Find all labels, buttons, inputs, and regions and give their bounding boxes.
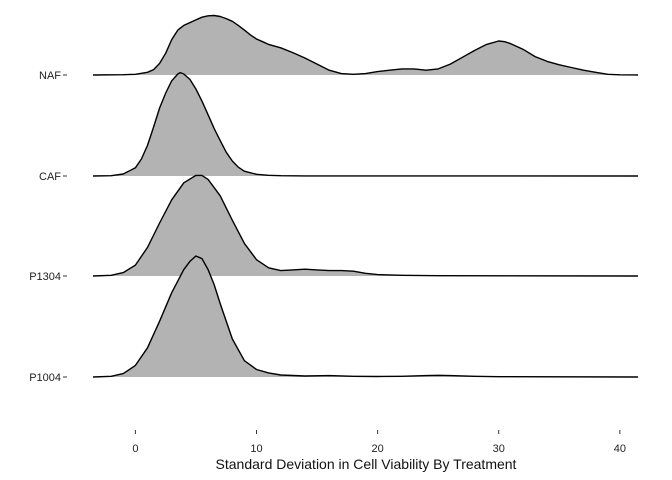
x-tick-label: 20 <box>371 443 383 455</box>
ridge-fill-caf <box>93 72 638 176</box>
ridge-line-p1004 <box>92 255 639 378</box>
ridge-line-naf <box>92 14 639 76</box>
x-axis: 0 10 20 30 40 <box>132 430 626 455</box>
y-tick-label-p1004: P1004 <box>29 372 61 384</box>
ridge-line-caf <box>92 71 639 177</box>
ridge-line-p1304 <box>92 174 639 277</box>
x-tick-label: 10 <box>250 443 262 455</box>
ridge-fill-p1304 <box>93 175 638 276</box>
x-tick-label: 0 <box>132 443 138 455</box>
ridge-fill-naf <box>93 15 638 75</box>
y-tick-label-p1304: P1304 <box>29 271 61 283</box>
y-axis: NAF CAF P1304 P1004 <box>29 70 67 384</box>
x-axis-title: Standard Deviation in Cell Viability By … <box>216 456 517 472</box>
ridge-fill-p1004 <box>93 256 638 377</box>
y-tick-label-naf: NAF <box>39 70 61 82</box>
y-tick-label-caf: CAF <box>39 171 61 183</box>
x-tick-label: 40 <box>614 443 626 455</box>
ridges-group <box>92 14 639 378</box>
x-tick-label: 30 <box>493 443 505 455</box>
